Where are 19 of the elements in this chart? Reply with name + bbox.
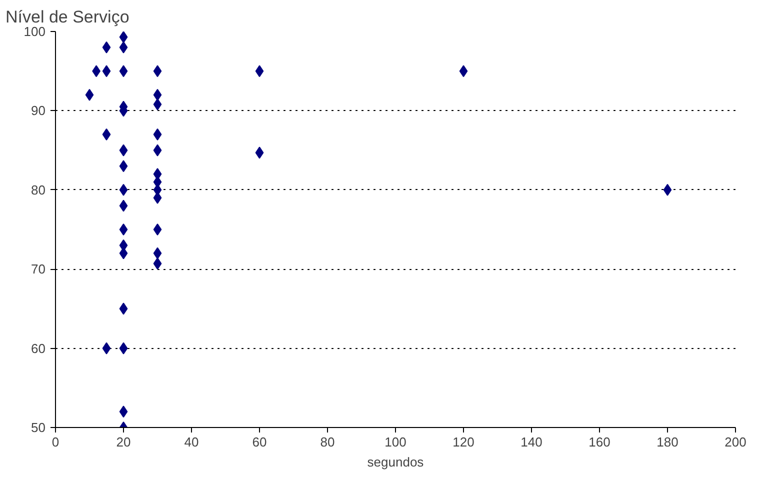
- x-tick-label: 60: [252, 434, 267, 450]
- x-axis-title: segundos: [367, 454, 424, 470]
- x-tick-label: 120: [452, 434, 474, 450]
- x-tick-label: 200: [724, 434, 746, 450]
- y-tick-label: 70: [31, 262, 46, 277]
- y-tick-label: 50: [31, 420, 46, 435]
- y-tick-label: 90: [31, 103, 46, 118]
- x-tick-label: 180: [656, 434, 678, 450]
- chart-title: Nível de Serviço: [6, 8, 130, 26]
- x-tick-label: 0: [52, 434, 60, 450]
- x-tick-label: 20: [116, 434, 131, 450]
- x-tick-label: 80: [320, 434, 335, 450]
- y-tick-label: 60: [31, 340, 46, 356]
- x-tick-label: 40: [184, 434, 199, 450]
- x-tick-label: 100: [384, 434, 406, 450]
- x-tick-label: 160: [588, 434, 610, 450]
- x-tick-label: 140: [520, 434, 542, 450]
- y-tick-label: 100: [24, 24, 46, 39]
- y-tick-label: 80: [31, 182, 46, 198]
